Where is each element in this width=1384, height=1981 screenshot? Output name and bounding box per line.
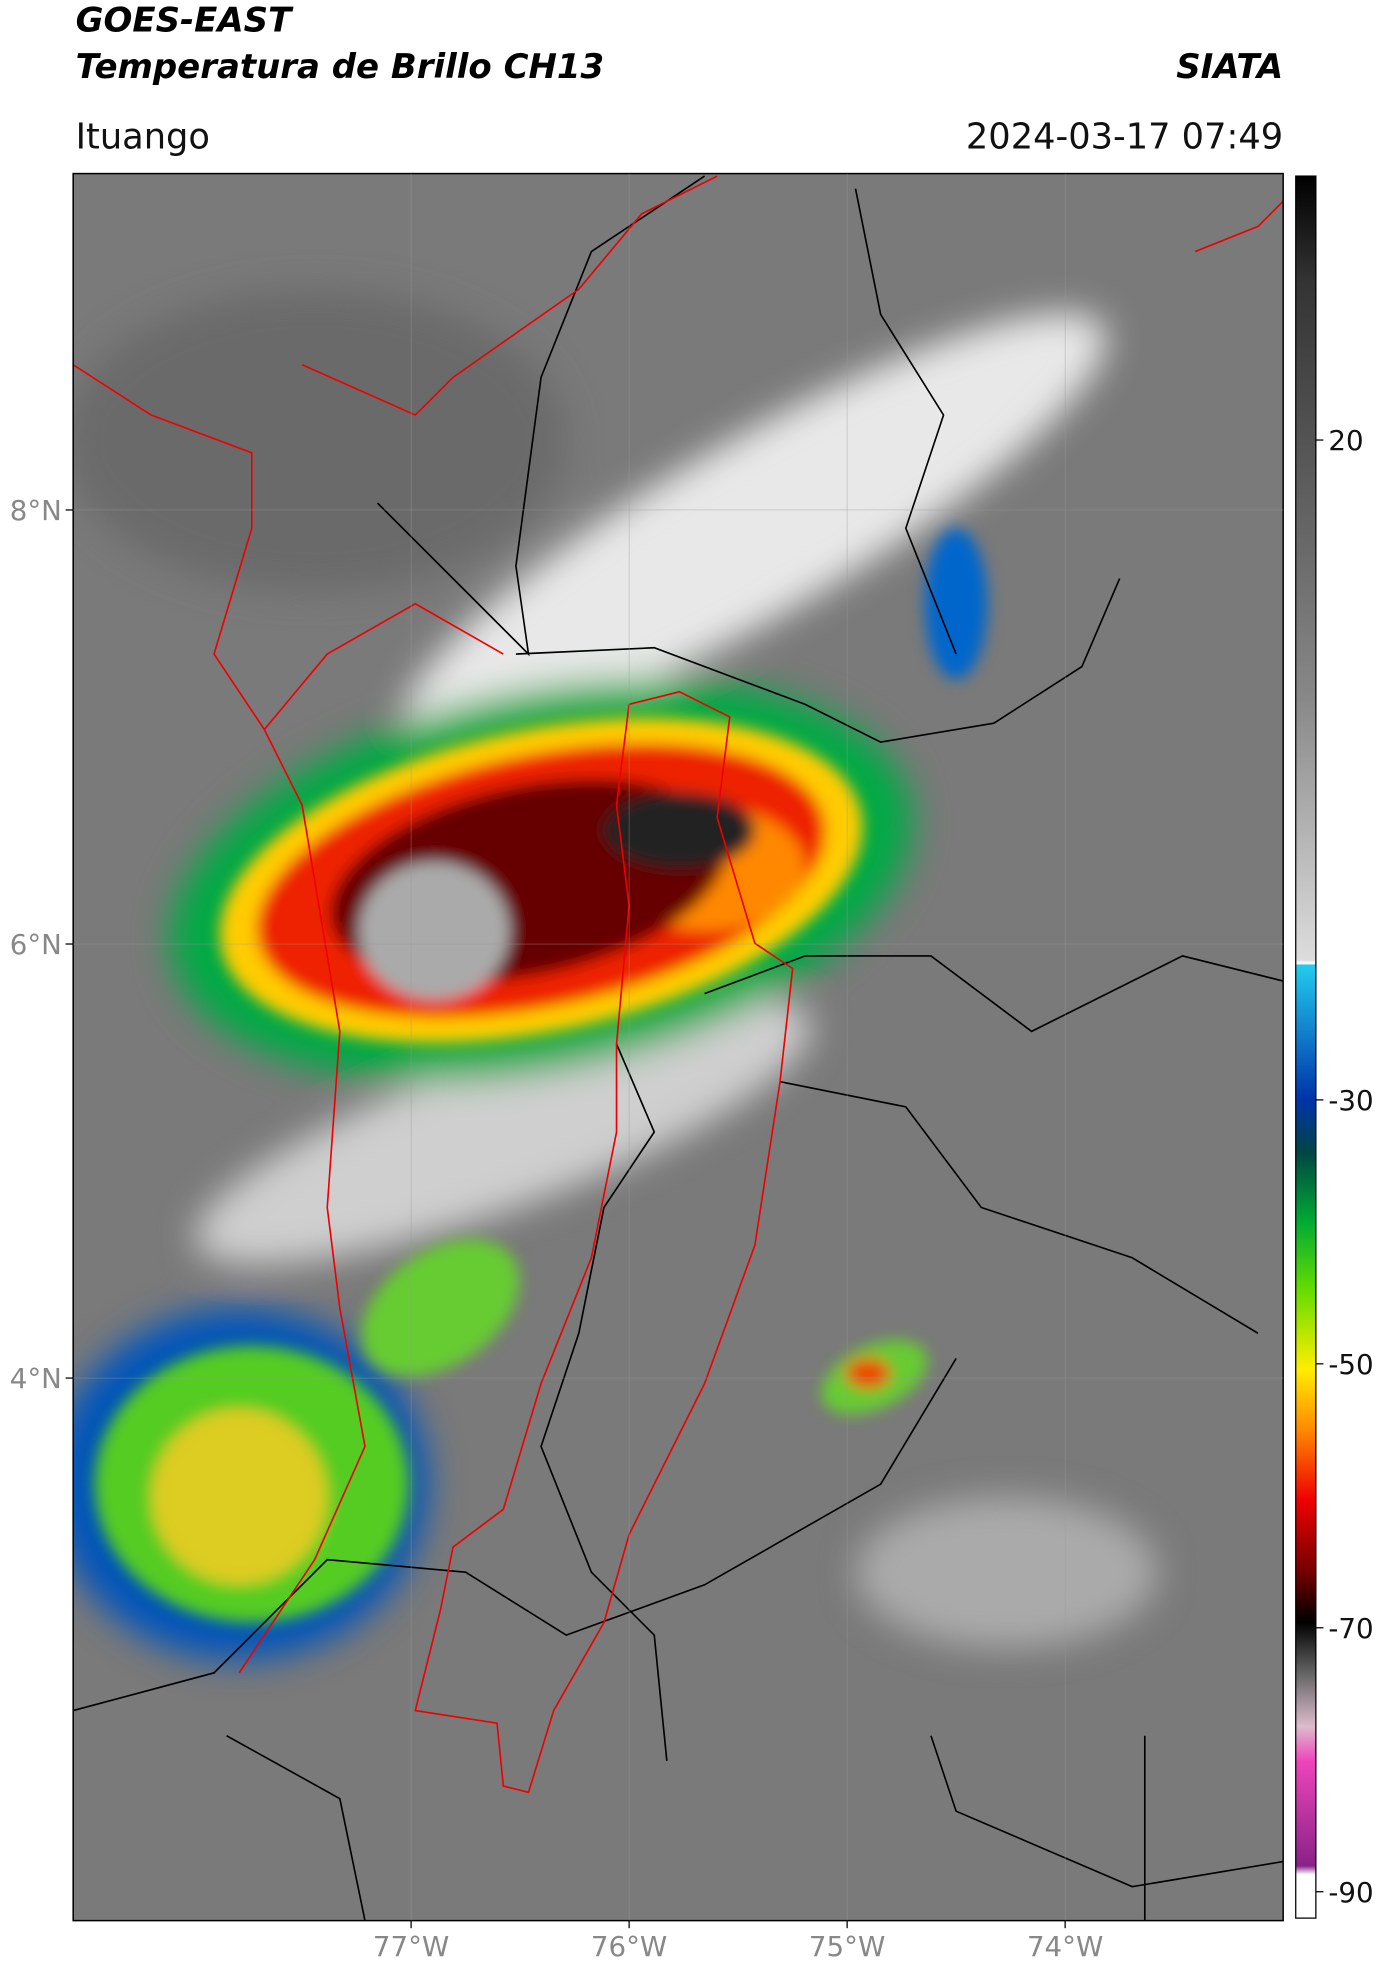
- x-tick-label: 76°W: [591, 1930, 667, 1963]
- title: GOES-EAST: [76, 0, 294, 40]
- subtitle: Temperatura de Brillo CH13: [76, 47, 604, 87]
- datetime: 2024-03-17 07:49: [966, 116, 1283, 157]
- location: Ituango: [76, 116, 210, 157]
- colorbar: [1295, 175, 1317, 1919]
- x-tick-label: 77°W: [373, 1930, 449, 1963]
- x-tick-label: 75°W: [809, 1930, 885, 1963]
- colorbar-tick-label: -50: [1328, 1348, 1373, 1381]
- source: SIATA: [1176, 47, 1283, 87]
- colorbar-tick-label: -90: [1328, 1876, 1373, 1909]
- colorbar-tick-label: 20: [1328, 424, 1363, 457]
- map-frame: [72, 172, 1284, 1922]
- satellite-image: [73, 173, 1284, 1921]
- colorbar-tick-label: -30: [1328, 1084, 1373, 1117]
- y-tick-label: 6°N: [10, 928, 62, 961]
- y-tick-label: 8°N: [10, 494, 62, 527]
- colorbar-tick-label: -70: [1328, 1612, 1373, 1645]
- y-tick-label: 4°N: [10, 1362, 62, 1395]
- x-tick-label: 74°W: [1027, 1930, 1103, 1963]
